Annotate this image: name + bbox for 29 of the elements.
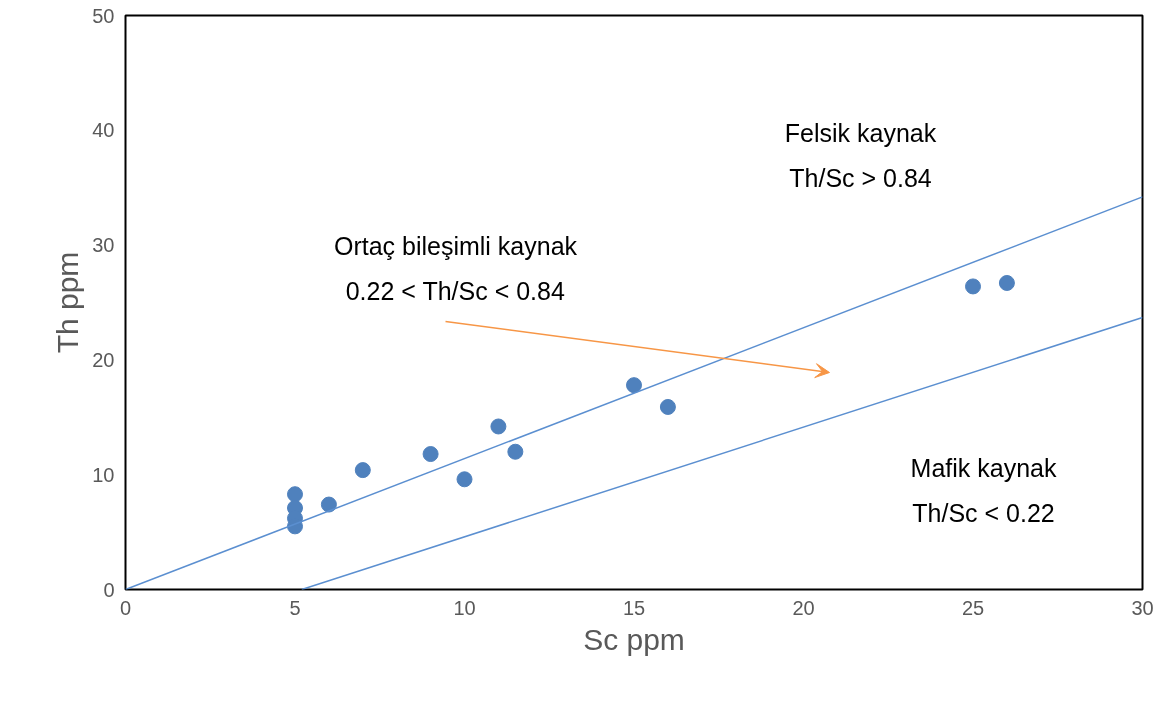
annotation: Mafik kaynak Th/Sc < 0.22 [910, 454, 1057, 527]
annotation: Ortaç bileşimli kaynak 0.22 < Th/Sc < 0.84 [333, 232, 578, 305]
x-tick-label: 20 [792, 596, 815, 619]
x-tick-label: 25 [961, 596, 985, 619]
x-axis-title: Sc ppm [583, 622, 685, 656]
x-tick-label: 10 [453, 596, 476, 619]
x-tick-label: 15 [622, 596, 646, 619]
point [998, 275, 1015, 291]
y-tick-label: 10 [92, 463, 115, 486]
point [507, 443, 524, 460]
y-tick-label: 40 [92, 119, 115, 142]
y-tick-label: 0 [103, 578, 115, 601]
point [659, 398, 676, 415]
y-axis-title: Th ppm [51, 251, 85, 354]
point [320, 496, 337, 513]
y-tick-label: 30 [92, 234, 115, 257]
y-tick-label: 50 [92, 4, 115, 27]
point [354, 462, 371, 479]
point [456, 471, 473, 488]
point [626, 377, 642, 394]
point [422, 446, 439, 463]
x-tick-label: 5 [289, 596, 301, 619]
point [965, 278, 981, 295]
point [287, 486, 303, 503]
y-tick-label: 20 [92, 348, 115, 371]
x-tick-label: 0 [119, 596, 132, 619]
x-tick-label: 30 [1131, 596, 1154, 619]
point [490, 418, 507, 435]
annotation: Felsik kaynak Th/Sc > 0.84 [784, 119, 937, 192]
